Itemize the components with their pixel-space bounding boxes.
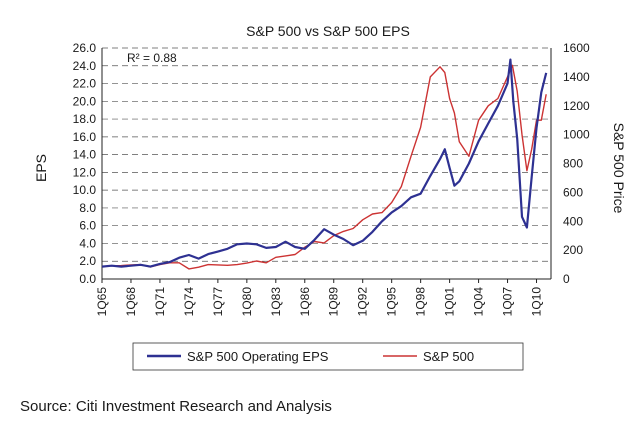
legend: S&P 500 Operating EPS S&P 500 (132, 342, 524, 371)
left-tick-label: 22.0 (73, 77, 97, 91)
right-tick-label: 600 (563, 185, 583, 199)
x-tick-label: 1Q80 (240, 287, 254, 317)
left-tick-label: 4.0 (79, 236, 96, 250)
legend-label-sp500: S&P 500 (423, 349, 474, 364)
left-tick-label: 0.0 (79, 272, 96, 286)
left-tick-label: 8.0 (79, 201, 96, 215)
y-axis-label-left: EPS (33, 154, 49, 182)
right-tick-label: 1200 (563, 99, 590, 113)
x-tick-label: 1Q10 (530, 287, 544, 317)
left-tick-label: 24.0 (73, 59, 97, 73)
right-tick-label: 200 (563, 243, 583, 257)
x-tick-label: 1Q89 (327, 287, 341, 317)
left-tick-label: 14.0 (73, 148, 97, 162)
x-tick-label: 1Q86 (298, 287, 312, 317)
x-tick-label: 1Q71 (153, 287, 167, 317)
left-tick-label: 10.0 (73, 183, 97, 197)
left-tick-label: 2.0 (79, 254, 96, 268)
x-tick-label: 1Q01 (443, 287, 457, 317)
right-tick-label: 1600 (563, 41, 590, 55)
series-line-eps (101, 58, 548, 268)
chart-svg: S&P 500 vs S&P 500 EPS R² = 0.88 EPS S&P… (33, 23, 627, 371)
x-tick-labels: 1Q65 1Q68 1Q71 1Q74 1Q77 1Q80 1Q83 1Q86 1Q89 1Q92… (95, 287, 544, 317)
left-tick-label: 6.0 (79, 219, 96, 233)
x-tick-label: 1Q65 (95, 287, 109, 317)
right-tick-labels: 0 200 400 600 800 1000 1200 1400 1600 (563, 41, 590, 286)
axes (101, 48, 552, 283)
grid-lines (102, 47, 551, 262)
left-tick-label: 20.0 (73, 94, 97, 108)
source-note: Source: Citi Investment Research and Ana… (20, 398, 332, 415)
x-tick-label: 1Q68 (124, 287, 138, 317)
series-line-sp500 (101, 64, 547, 270)
right-tick-label: 1000 (563, 128, 590, 142)
left-tick-label: 16.0 (73, 130, 97, 144)
x-tick-label: 1Q83 (269, 287, 283, 317)
legend-label-eps: S&P 500 Operating EPS (187, 349, 329, 364)
right-tick-label: 1400 (563, 70, 590, 84)
left-tick-label: 26.0 (73, 41, 97, 55)
right-tick-label: 400 (563, 214, 583, 228)
x-tick-label: 1Q07 (501, 287, 515, 317)
left-tick-label: 18.0 (73, 112, 97, 126)
left-tick-labels: 0.0 2.0 4.0 6.0 8.0 10.0 12.0 14.0 16.0 18.0 20.0 2… (73, 41, 97, 286)
r-squared-annotation: R² = 0.88 (127, 51, 177, 65)
x-tick-label: 1Q98 (414, 287, 428, 317)
legend-box (132, 342, 524, 371)
right-tick-label: 800 (563, 157, 583, 171)
y-axis-label-right: S&P 500 Price (611, 123, 627, 214)
right-tick-label: 0 (563, 272, 570, 286)
left-tick-label: 12.0 (73, 165, 97, 179)
x-tick-label: 1Q77 (211, 287, 225, 317)
series-lines (101, 58, 548, 270)
x-tick-label: 1Q95 (385, 287, 399, 317)
x-tick-label: 1Q74 (182, 287, 196, 317)
x-tick-label: 1Q92 (356, 287, 370, 317)
x-tick-label: 1Q04 (472, 287, 486, 317)
chart-title: S&P 500 vs S&P 500 EPS (246, 23, 410, 39)
